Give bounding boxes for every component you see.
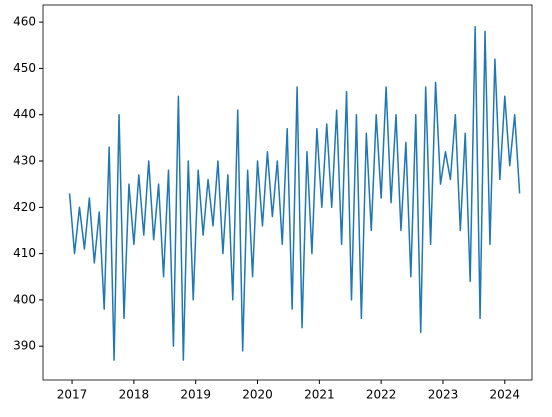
- y-tick-label: 440: [13, 107, 36, 121]
- y-tick-label: 450: [13, 61, 36, 75]
- y-tick-label: 410: [13, 246, 36, 260]
- x-tick-label: 2021: [304, 388, 335, 402]
- y-tick-label: 430: [13, 154, 36, 168]
- x-tick-label: 2019: [180, 388, 211, 402]
- y-tick-label: 390: [13, 339, 36, 353]
- y-tick-label: 460: [13, 15, 36, 29]
- x-tick-label: 2024: [490, 388, 521, 402]
- plot-frame: [42, 4, 533, 381]
- x-tick-label: 2018: [119, 388, 150, 402]
- x-tick-label: 2017: [57, 388, 88, 402]
- x-tick-label: 2022: [366, 388, 397, 402]
- y-tick-label: 420: [13, 200, 36, 214]
- y-tick-label: 400: [13, 292, 36, 306]
- x-tick-label: 2020: [242, 388, 273, 402]
- series-line: [68, 26, 521, 361]
- x-tick-label: 2023: [428, 388, 459, 402]
